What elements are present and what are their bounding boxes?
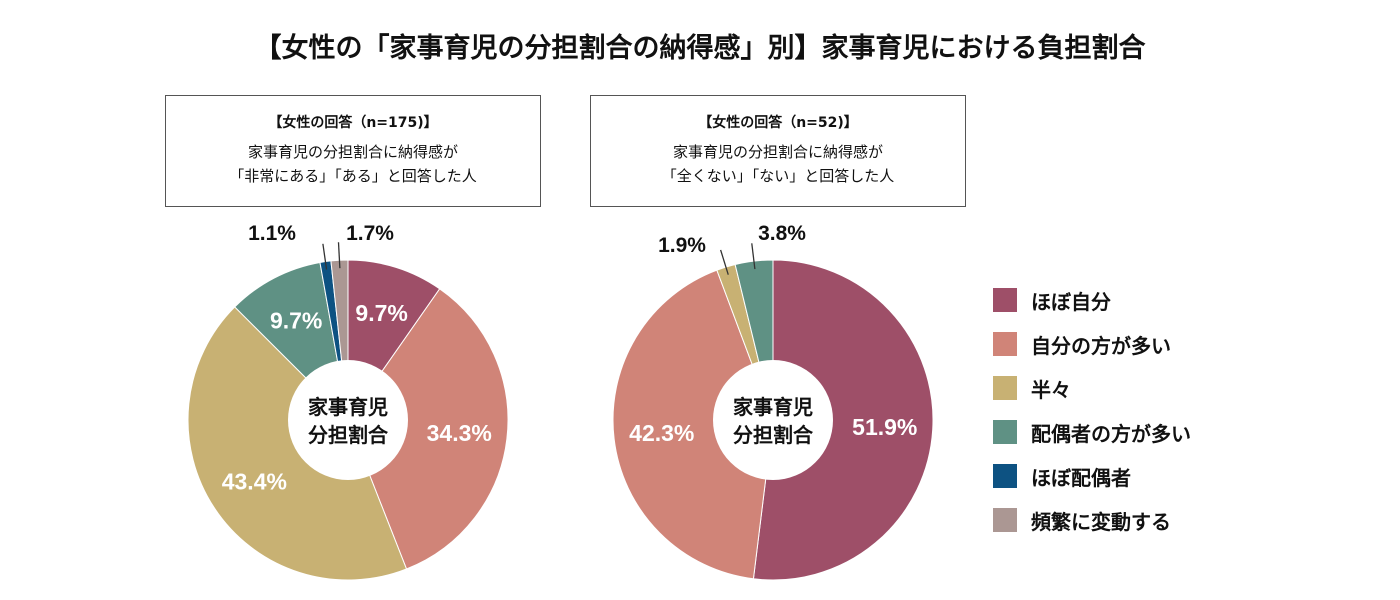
legend-swatch	[993, 508, 1017, 532]
pie2-box-heading: 【女性の回答（n=52)】	[698, 115, 858, 131]
pie2-box-line2: 「全くない」「ない」と回答した人	[661, 167, 895, 185]
pie1-data-label: 1.1%	[248, 222, 296, 245]
legend-item: 配偶者の方が多い	[993, 410, 1191, 454]
pie2-leader-line	[719, 249, 729, 275]
legend-label: 半々	[1031, 377, 1071, 402]
legend-swatch	[993, 420, 1017, 444]
pie1-leader-line	[337, 242, 341, 269]
pie2-slice-1	[612, 269, 774, 580]
pie1-center-label: 分担割合	[308, 423, 389, 447]
pie1-data-label: 1.7%	[346, 222, 394, 245]
pie1-data-label: 9.7%	[355, 300, 407, 326]
legend-item: ほぼ自分	[993, 278, 1191, 322]
pie2-slice-0	[752, 259, 934, 581]
pie1-slice-1	[347, 288, 509, 570]
legend-label: ほぼ自分	[1031, 289, 1111, 314]
pie1-data-label: 34.3%	[427, 420, 492, 446]
pie1-box-line1: 家事育児の分担割合に納得感が	[247, 143, 458, 161]
legend-swatch	[993, 288, 1017, 312]
legend-swatch	[993, 376, 1017, 400]
pie2-data-label: 3.8%	[758, 222, 806, 245]
legend-item: 半々	[993, 366, 1191, 410]
legend-label: 頻繁に変動する	[1031, 509, 1171, 534]
legend-item: ほぼ配偶者	[993, 454, 1191, 498]
pie2-box-line1: 家事育児の分担割合に納得感が	[672, 143, 883, 161]
pie1-box-line2: 「非常にある」「ある」と回答した人	[229, 167, 477, 185]
legend-label: 自分の方が多い	[1031, 333, 1171, 358]
pie2-description-box: 【女性の回答（n=52)】 家事育児の分担割合に納得感が 「全くない」「ない」と…	[590, 95, 966, 207]
chart-title: 【女性の「家事育児の分担割合の納得感」別】家事育児における負担割合	[254, 33, 1146, 64]
legend-swatch	[993, 464, 1017, 488]
pie1-box-heading: 【女性の回答（n=175)】	[268, 115, 438, 131]
pie2-center-label: 分担割合	[733, 423, 814, 447]
pie1-center-label: 家事育児	[308, 395, 388, 419]
pie2-center-label: 家事育児	[733, 395, 813, 419]
pie1-data-label: 43.4%	[222, 468, 287, 494]
legend: ほぼ自分 自分の方が多い 半々 配偶者の方が多い ほぼ配偶者 頻繁に変動する	[993, 278, 1191, 542]
pie1-data-label: 9.7%	[270, 308, 322, 334]
legend-item: 自分の方が多い	[993, 322, 1191, 366]
pie1-description-box: 【女性の回答（n=175)】 家事育児の分担割合に納得感が 「非常にある」「ある…	[165, 95, 541, 207]
legend-label: ほぼ配偶者	[1031, 465, 1131, 490]
legend-item: 頻繁に変動する	[993, 498, 1191, 542]
legend-swatch	[993, 332, 1017, 356]
pie2-leader-line	[751, 243, 756, 270]
pie2-hole	[713, 360, 833, 480]
pie1-leader-line	[322, 243, 328, 270]
pie2-data-label: 42.3%	[629, 420, 694, 446]
pie1-hole	[288, 360, 408, 480]
legend-label: 配偶者の方が多い	[1031, 421, 1191, 446]
pie2-data-label: 1.9%	[658, 234, 706, 257]
pie2-data-label: 51.9%	[852, 414, 917, 440]
